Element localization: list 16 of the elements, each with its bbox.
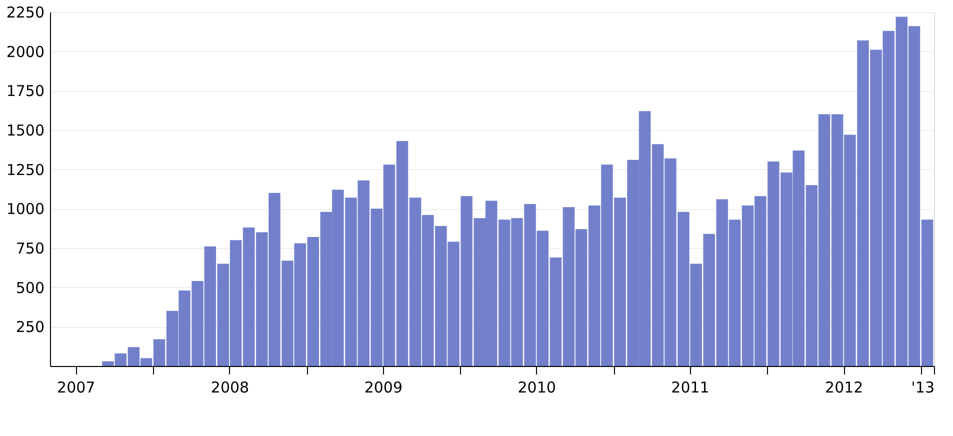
x-tick-label: 2009 xyxy=(364,378,403,396)
y-tick-label: 750 xyxy=(16,240,44,258)
x-tick-label: 2011 xyxy=(671,378,710,396)
y-tick-label: 1000 xyxy=(6,200,44,218)
y-tick-label: 500 xyxy=(16,278,44,297)
y-tick-label: 2000 xyxy=(6,42,44,61)
y-tick-label: 1250 xyxy=(6,160,44,179)
y-tick-label: 1750 xyxy=(6,82,44,100)
x-tick-label: 2012 xyxy=(825,378,864,396)
x-tick-label: '13 xyxy=(911,378,934,396)
x-tick-label: 2008 xyxy=(210,378,250,396)
y-tick-label: 250 xyxy=(16,318,44,336)
x-tick-label: 2010 xyxy=(518,378,556,396)
y-tick-label: 2250 xyxy=(6,4,44,22)
y-tick-label: 1500 xyxy=(6,122,44,140)
x-tick-label: 2007 xyxy=(57,378,96,396)
